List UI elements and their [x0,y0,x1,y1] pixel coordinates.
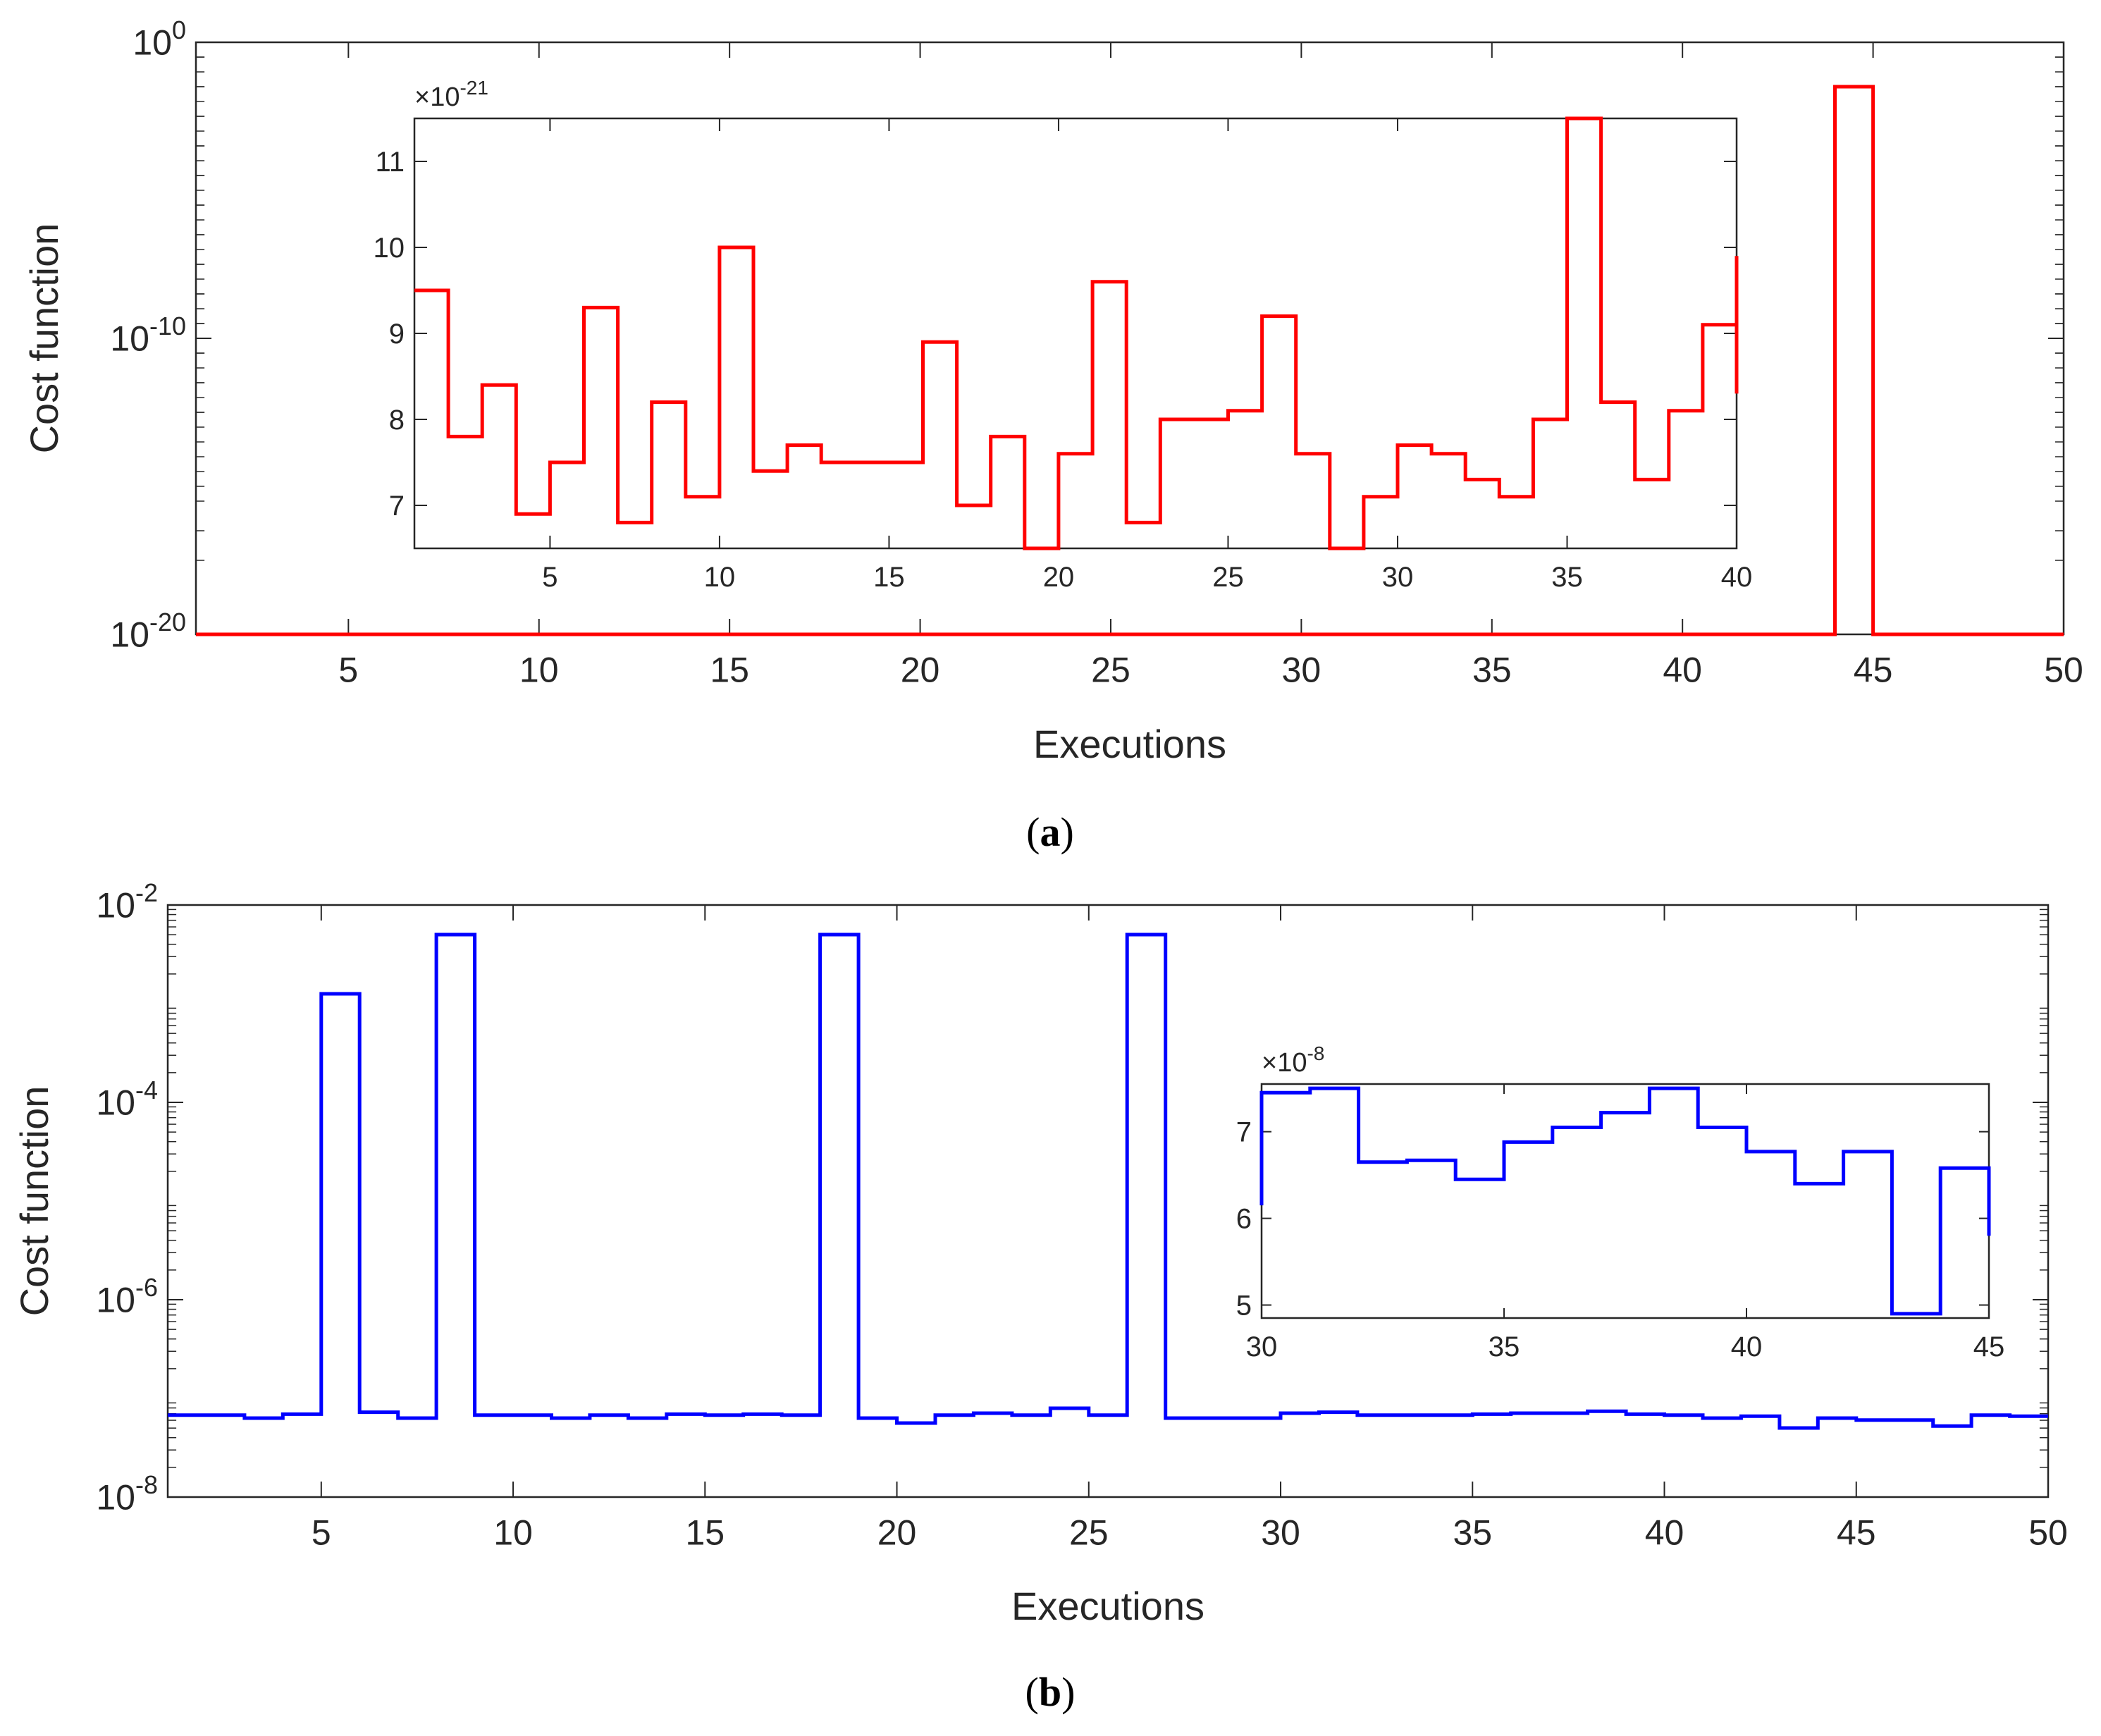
x-tick-label: 45 [1837,1513,1876,1553]
x-tick-label: 25 [1069,1513,1109,1553]
x-tick-label: 35 [1472,651,1512,690]
x-tick-label: 25 [1091,651,1130,690]
chart-a-y-ticks: 10-20 10-10 100 [110,16,2064,655]
chart-b-ylabel: Cost function [12,1086,56,1317]
x-tick-label: 30 [1282,651,1321,690]
y-tick-label: 9 [389,319,405,350]
chart-b-x-ticks: 5 10 15 20 25 30 35 40 45 50 [312,905,2068,1553]
x-tick-label: 30 [1382,562,1414,593]
y-tick-label: 10-6 [96,1273,158,1320]
x-tick-label: 15 [710,651,749,690]
y-tick-label: 10-2 [96,878,158,925]
x-tick-label: 40 [1645,1513,1684,1553]
chart-b-xlabel: Executions [1011,1584,1204,1628]
y-tick-label: 10-8 [96,1470,158,1518]
x-tick-label: 50 [2028,1513,2068,1553]
x-tick-label: 20 [877,1513,917,1553]
x-tick-label: 10 [704,562,736,593]
chart-a-inset-x-ticks: 5 10 15 20 25 30 35 40 [542,118,1752,593]
x-tick-label: 35 [1489,1331,1520,1362]
panel-label-b: (b) [1025,1669,1076,1715]
x-tick-label: 5 [312,1513,331,1553]
chart-b-series-line [168,932,2048,1430]
x-tick-label: 20 [1043,562,1075,593]
chart-a-xlabel: Executions [1033,722,1226,766]
chart-b-inset-x-ticks: 30 35 40 45 [1246,1084,2005,1362]
y-tick-label: 11 [375,147,405,178]
chart-b-inset-frame [1260,1083,1990,1319]
chart-a-inset-series-line [414,116,1739,550]
chart-b-y-ticks: 10-8 10-6 10-4 10-2 [96,878,2048,1518]
x-tick-label: 45 [1973,1331,2005,1362]
chart-a-series [196,85,2064,636]
chart-a-series-line [196,85,2064,636]
y-tick-label: 10 [374,233,405,264]
x-tick-label: 5 [542,562,557,593]
chart-a-ylabel: Cost function [22,223,66,454]
chart-b-inset-y-ticks: 5 6 7 [1236,1117,1989,1322]
y-tick-label: 100 [133,16,186,63]
x-tick-label: 30 [1246,1331,1278,1362]
chart-b-inset-series [1259,1086,1991,1316]
y-tick-label: 7 [1236,1117,1252,1148]
x-tick-label: 35 [1551,562,1583,593]
chart-a-x-ticks: 5 10 15 20 25 30 35 40 45 50 [338,42,2083,690]
x-tick-label: 15 [873,562,905,593]
x-tick-label: 45 [1854,651,1893,690]
y-tick-label: 10-10 [110,312,186,359]
chart-b-inset-series-line [1259,1086,1991,1316]
chart-b-inset-multiplier: ×10-8 [1262,1042,1324,1078]
chart-b: 5 10 15 20 25 30 35 40 45 50 10-8 10-6 10-4 10-2 Exe… [12,878,2068,1628]
x-tick-label: 40 [1731,1331,1763,1362]
x-tick-label: 40 [1663,651,1702,690]
chart-a-inset: 5 10 15 20 25 30 35 40 7 8 9 10 11 ×10-21 [374,77,1753,593]
chart-a-inset-multiplier: ×10-21 [414,77,488,112]
panel-label-a: (a) [1026,809,1074,855]
chart-b-series [168,932,2048,1430]
x-tick-label: 20 [901,651,940,690]
x-tick-label: 40 [1721,562,1753,593]
chart-a-inset-frame [413,117,1738,550]
x-tick-label: 5 [338,651,358,690]
x-tick-label: 50 [2044,651,2083,690]
y-tick-label: 8 [389,405,405,436]
chart-a-inset-y-ticks: 7 8 9 10 11 [374,147,1737,522]
y-tick-label: 10-20 [110,608,186,655]
x-tick-label: 35 [1453,1513,1492,1553]
x-tick-label: 10 [493,1513,533,1553]
x-tick-label: 15 [685,1513,725,1553]
chart-a-inset-series [414,116,1739,550]
x-tick-label: 10 [519,651,559,690]
x-tick-label: 30 [1261,1513,1300,1553]
y-tick-label: 7 [389,491,405,522]
y-tick-label: 6 [1236,1204,1252,1235]
y-tick-label: 10-4 [96,1076,158,1123]
x-tick-label: 25 [1212,562,1244,593]
chart-b-inset: 30 35 40 45 5 6 7 ×10-8 [1236,1042,2005,1362]
y-tick-label: 5 [1236,1291,1252,1322]
